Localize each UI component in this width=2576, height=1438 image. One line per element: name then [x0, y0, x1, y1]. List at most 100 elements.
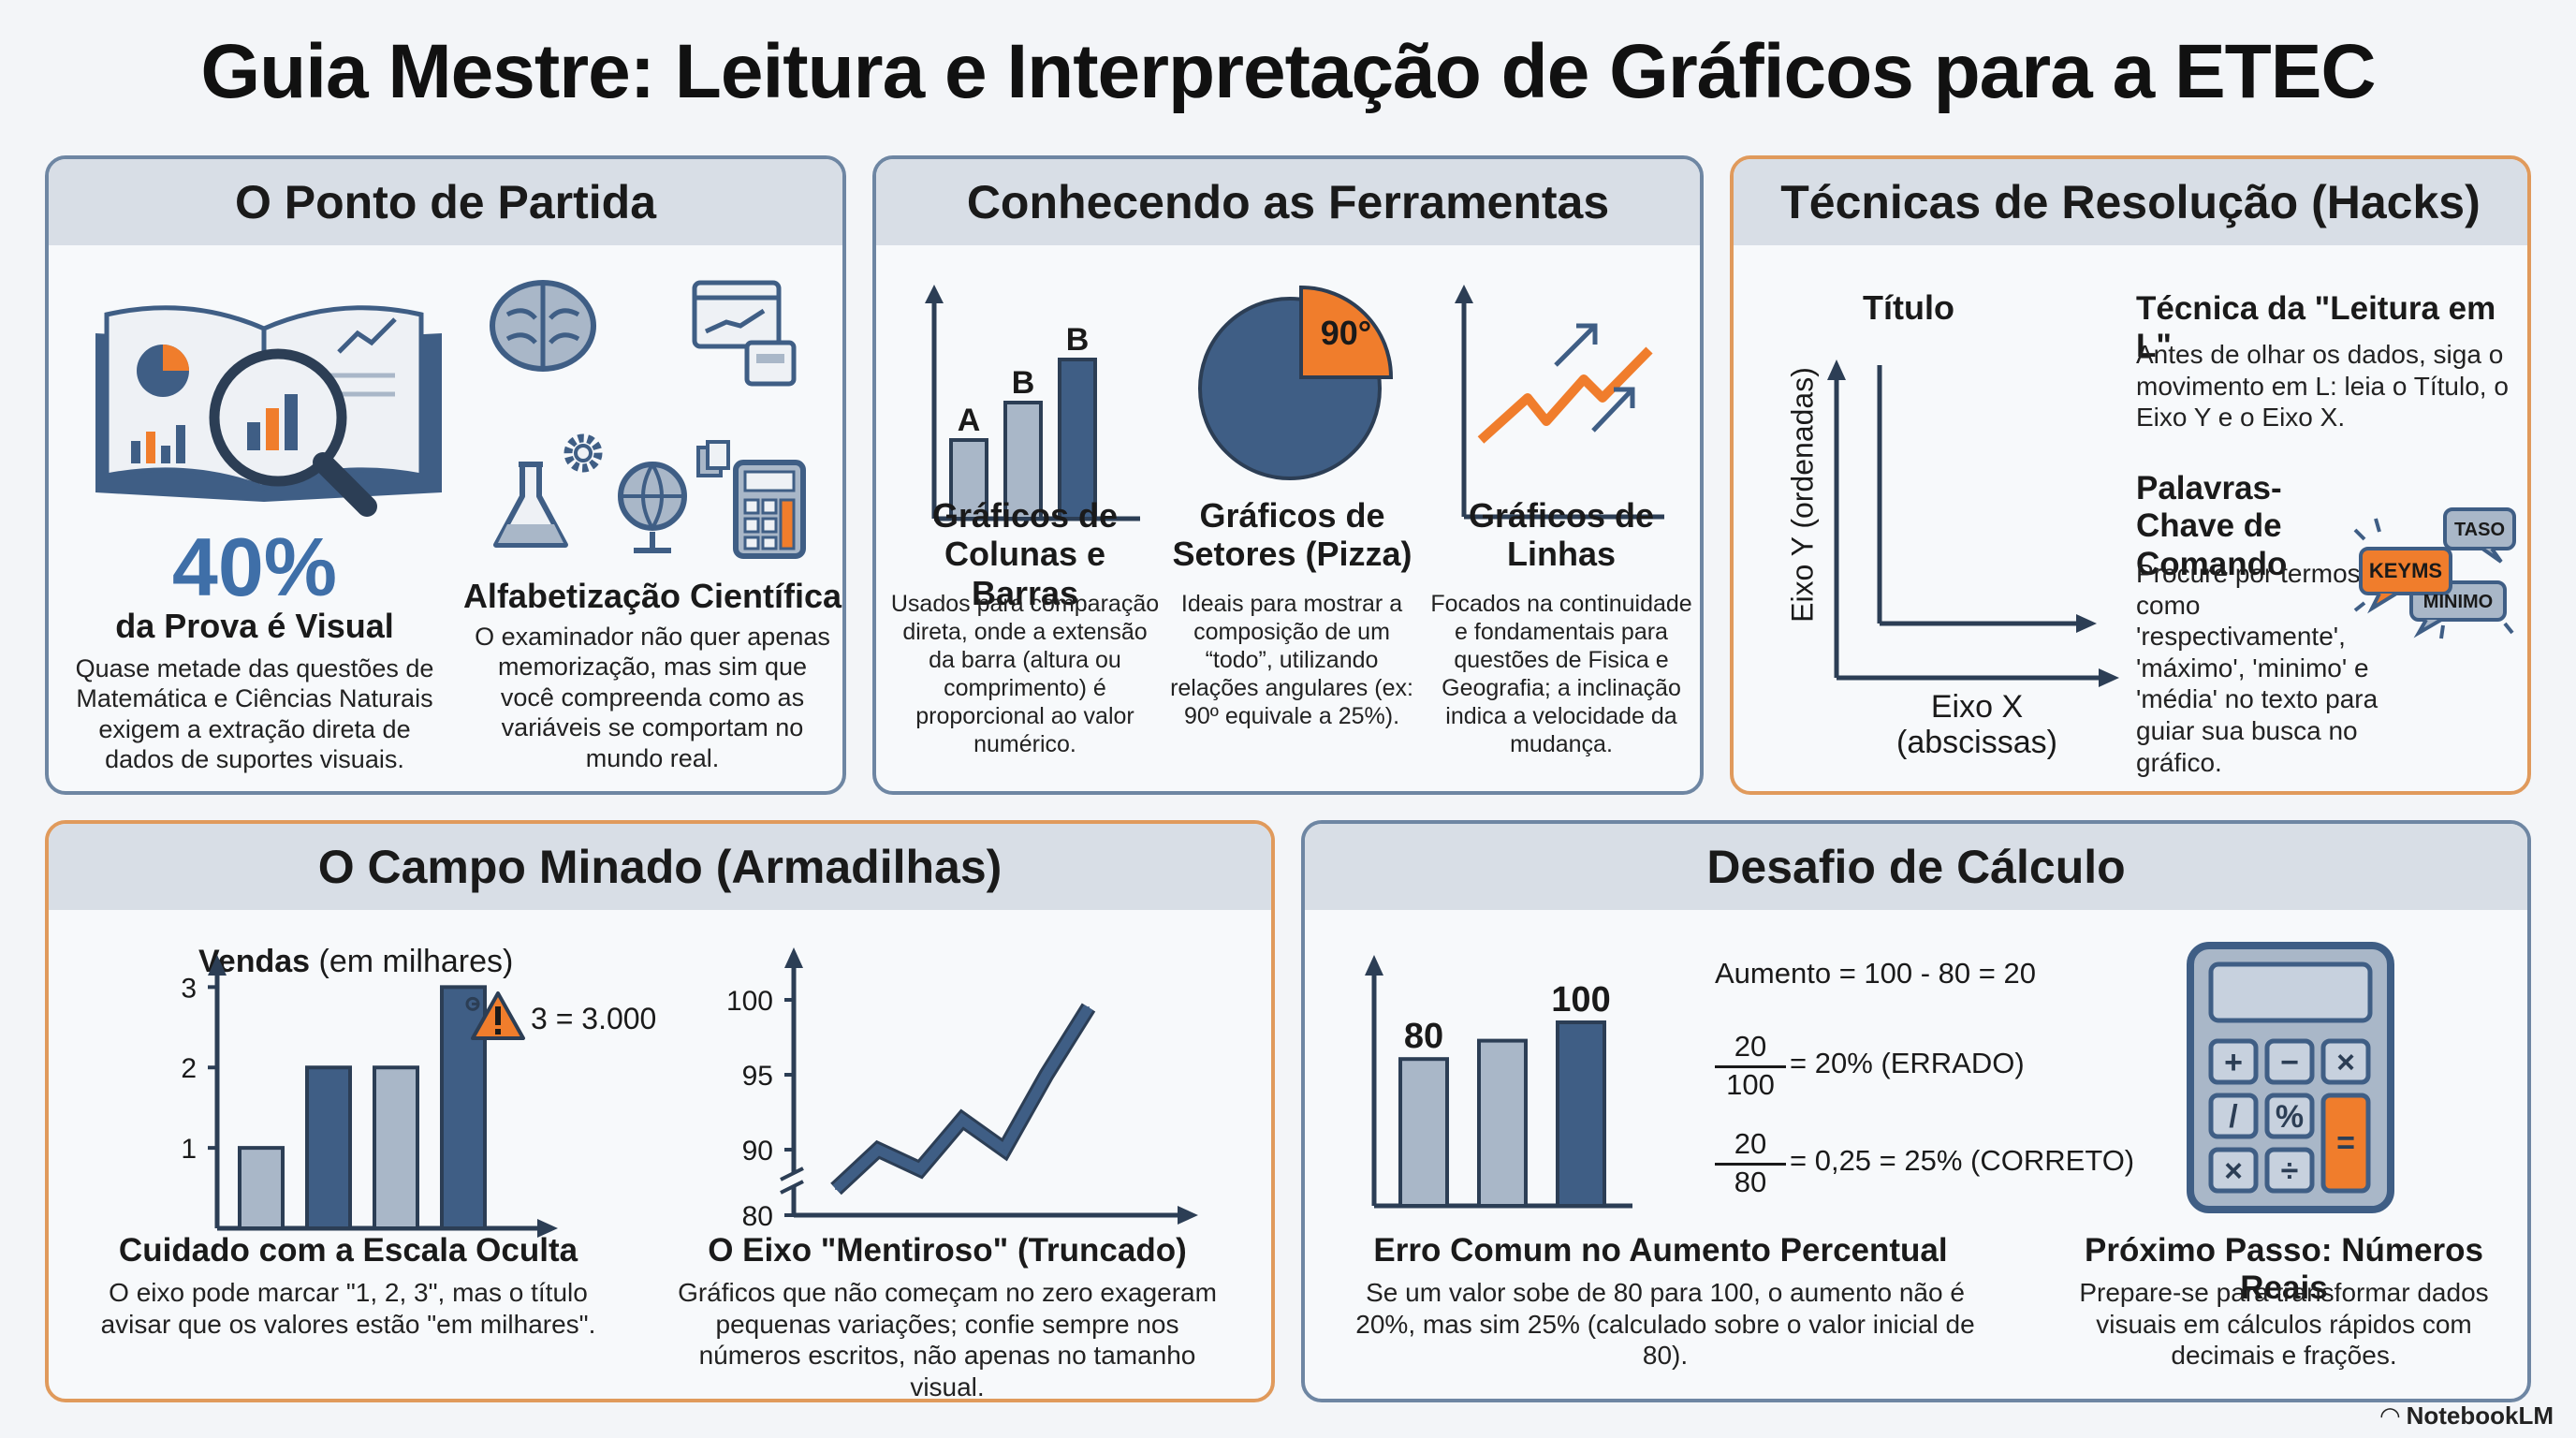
stat-value: 40% — [171, 521, 338, 613]
chart1-x-arrow — [537, 1219, 558, 1238]
y-axis-label: Eixo Y (ordenadas) — [1785, 367, 1820, 623]
book-magnifier-icon — [95, 305, 442, 517]
chart1-warning: 3 = 3.000 — [531, 1002, 657, 1035]
line-chart-icon — [1455, 285, 1664, 520]
l-technique-text: Antes de olhar os dados, siga o moviment… — [2136, 340, 2509, 433]
panel-tecnicas: Técnicas de Resolução (Hacks) Título Eix… — [1730, 155, 2531, 795]
fraction-right-den: 80 — [1734, 1166, 1767, 1198]
chart1-bar — [238, 1146, 285, 1230]
tool-text-bars: Usados para comparação direta, onde a ex… — [890, 591, 1160, 757]
chart1-y-arrow — [208, 955, 227, 976]
chart1-text: O eixo pode marcar "1, 2, 3", mas o títu… — [100, 1278, 596, 1339]
alfa-text: O examinador não quer apenas memorização… — [475, 623, 830, 772]
chart3-y-arrow — [1365, 955, 1383, 976]
fraction-wrong-num: 20 — [1715, 1030, 1786, 1068]
l-diagram-title: Título — [1863, 288, 1954, 327]
tool-text-lines: Focados na continuidade e fondamentais p… — [1430, 591, 1692, 757]
fraction-wrong: 20 100 — [1715, 1030, 1786, 1102]
bubble-taso: TASO — [2454, 520, 2505, 540]
alfa-title: Alfabetização Científica — [462, 577, 842, 615]
browser-chart-icon — [692, 280, 797, 387]
chart-hidden-scale: 3 2 1 — [181, 955, 558, 1238]
chart2-point — [1046, 1074, 1047, 1076]
chart1-caption: Cuidado com a Escala Oculta — [118, 1232, 578, 1269]
tool-title-pie: Gráficos de Setores (Pizza) — [1172, 496, 1412, 574]
panel-header: Conhecendo as Ferramentas — [876, 159, 1700, 245]
speech-bubbles-icon: TASO KEYMS MINIMO — [2353, 507, 2516, 639]
bar-label-b1: B — [1012, 365, 1035, 401]
flask-icon — [493, 462, 568, 548]
chart-percent-increase: 80 100 — [1365, 955, 1632, 1209]
chart3-bar — [1556, 1020, 1606, 1208]
chart2-point — [919, 1168, 921, 1170]
panel-header: Técnicas de Resolução (Hacks) — [1734, 159, 2527, 245]
pie-label: 90° — [1321, 314, 1371, 352]
bar-label-a: A — [958, 403, 981, 438]
fraction-right-result: = 0,25 = 25% (CORRETO) — [1790, 1144, 2135, 1177]
panel-header: O Campo Minado (Armadilhas) — [49, 824, 1271, 910]
panel-desafio: Desafio de Cálculo 80 100 Aumento = 100 -… — [1301, 820, 2531, 1402]
notebooklm-logo: ◠ NotebookLM — [2380, 1401, 2554, 1431]
stat-label: da Prova é Visual — [115, 607, 394, 645]
chart2-point — [1003, 1149, 1005, 1151]
chart2-point — [961, 1119, 963, 1121]
panel-header: Desafio de Cálculo — [1305, 824, 2527, 910]
chart2-point — [835, 1188, 837, 1190]
chart3-data-label-right: 100 — [1551, 980, 1610, 1020]
panel-campo-minado: O Campo Minado (Armadilhas) Vendas (em m… — [45, 820, 1275, 1402]
chart2-text: Gráficos que não começam no zero exagera… — [678, 1278, 1217, 1401]
chart2-point — [877, 1149, 879, 1151]
chart1-bar — [373, 1065, 419, 1230]
equation-aumento: Aumento = 100 - 80 = 20 — [1715, 957, 2036, 990]
calculator-large-icon: + − × / % = × ÷ — [2187, 942, 2394, 1213]
calc-key-equals: = — [2336, 1125, 2355, 1161]
l-technique-title: Técnica da "Leitura em L" — [2136, 290, 2496, 365]
calculator-icon — [733, 460, 806, 559]
chart2-tick-label: 95 — [742, 1061, 773, 1092]
chart2-caption: O Eixo "Mentiroso" (Truncado) — [708, 1232, 1187, 1269]
fraction-wrong-den: 100 — [1726, 1068, 1775, 1101]
chart1-tick-label: 2 — [181, 1053, 197, 1084]
chart3-bar — [1398, 1057, 1449, 1208]
x-axis-label: Eixo X — [1930, 689, 2024, 725]
calc-key-times: × — [2336, 1045, 2355, 1080]
tool-text-pie: Ideais para mostrar a composição de um “… — [1170, 591, 1413, 729]
chart2-tick-label: 90 — [742, 1136, 773, 1167]
fraction-right: 20 80 — [1715, 1127, 1786, 1199]
chart2-point — [1088, 1006, 1090, 1008]
chart1-bar — [440, 985, 487, 1231]
fraction-right-num: 20 — [1715, 1127, 1786, 1166]
chart1-bar — [305, 1065, 352, 1230]
chart2-tick-label: 100 — [726, 986, 773, 1017]
chart1-tick-label: 1 — [181, 1134, 197, 1165]
panel-ponto-partida: O Ponto de Partida 40% da Prova é Visual… — [45, 155, 846, 795]
chart2-tick-label: 80 — [742, 1201, 773, 1232]
calc-key-divide: ÷ — [2281, 1153, 2299, 1189]
proximo-text: Prepare-se para transformar dados visuai… — [2079, 1278, 2489, 1371]
tool-title-bars: Gráficos de Colunas e Barras — [931, 496, 1119, 612]
chart1-title-rest: (em milhares) — [310, 944, 514, 979]
keywords-title: Palavras-Chave de Comando — [2136, 470, 2288, 582]
warning-icon — [471, 991, 525, 1040]
chart1-tick-label: 3 — [181, 973, 197, 1004]
l-reading-diagram — [1827, 360, 2119, 687]
gear-icon — [564, 433, 603, 473]
panel-header: O Ponto de Partida — [49, 159, 842, 245]
stat-text: Quase metade das questões de Matemática … — [75, 654, 434, 774]
keywords-text: Procure por termos como 'respectivamente… — [2136, 559, 2378, 777]
chart-truncated-axis: 100 95 90 80 — [726, 947, 1198, 1232]
panel-ferramentas: Conhecendo as Ferramentas A B B 90° Gráf… — [872, 155, 1704, 795]
brain-icon — [490, 280, 596, 372]
page-title: Guia Mestre: Leitura e Interpretação de … — [200, 29, 2376, 114]
erro-title: Erro Comum no Aumento Percentual — [1373, 1232, 1948, 1269]
bar-chart-icon: A B B — [925, 285, 1140, 521]
calc-key-plus: + — [2224, 1045, 2243, 1080]
chart2-y-arrow — [784, 947, 803, 968]
notebooklm-label: NotebookLM — [2406, 1401, 2554, 1430]
calc-key-slash: / — [2229, 1099, 2238, 1135]
chart2-line-outline — [830, 1003, 1096, 1196]
pie-chart-icon: 90° — [1198, 285, 1394, 480]
x-axis-sublabel: (abscissas) — [1896, 725, 2057, 760]
documents-icon — [696, 440, 730, 477]
notebooklm-icon: ◠ — [2380, 1401, 2400, 1430]
